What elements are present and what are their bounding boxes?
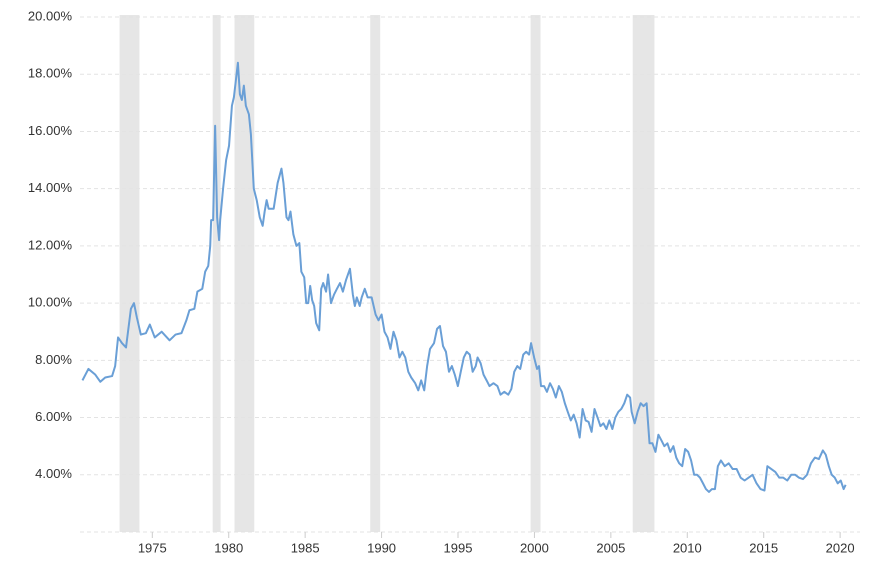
shaded-range (530, 15, 541, 532)
y-tick-label: 8.00% (35, 352, 72, 367)
shaded-range (119, 15, 140, 532)
y-tick-label: 12.00% (28, 237, 73, 252)
y-tick-label: 16.00% (28, 123, 73, 138)
x-tick-label: 1995 (444, 540, 473, 555)
y-tick-label: 14.00% (28, 180, 73, 195)
y-tick-label: 18.00% (28, 66, 73, 81)
shaded-range (212, 15, 221, 532)
x-tick-label: 1990 (367, 540, 396, 555)
data-line (81, 61, 847, 493)
x-tick-label: 2010 (673, 540, 702, 555)
x-tick-label: 2000 (520, 540, 549, 555)
x-tick-label: 1975 (138, 540, 167, 555)
shaded-range (632, 15, 655, 532)
x-tick-label: 2005 (596, 540, 625, 555)
y-tick-label: 6.00% (35, 409, 72, 424)
x-tick-label: 2020 (826, 540, 855, 555)
x-tick-label: 2015 (749, 540, 778, 555)
y-tick-label: 10.00% (28, 295, 73, 310)
x-tick-label: 1985 (291, 540, 320, 555)
x-tick-label: 1980 (214, 540, 243, 555)
y-tick-label: 20.00% (28, 8, 73, 23)
shaded-range (234, 15, 255, 532)
y-tick-label: 4.00% (35, 466, 72, 481)
shaded-range (370, 15, 381, 532)
